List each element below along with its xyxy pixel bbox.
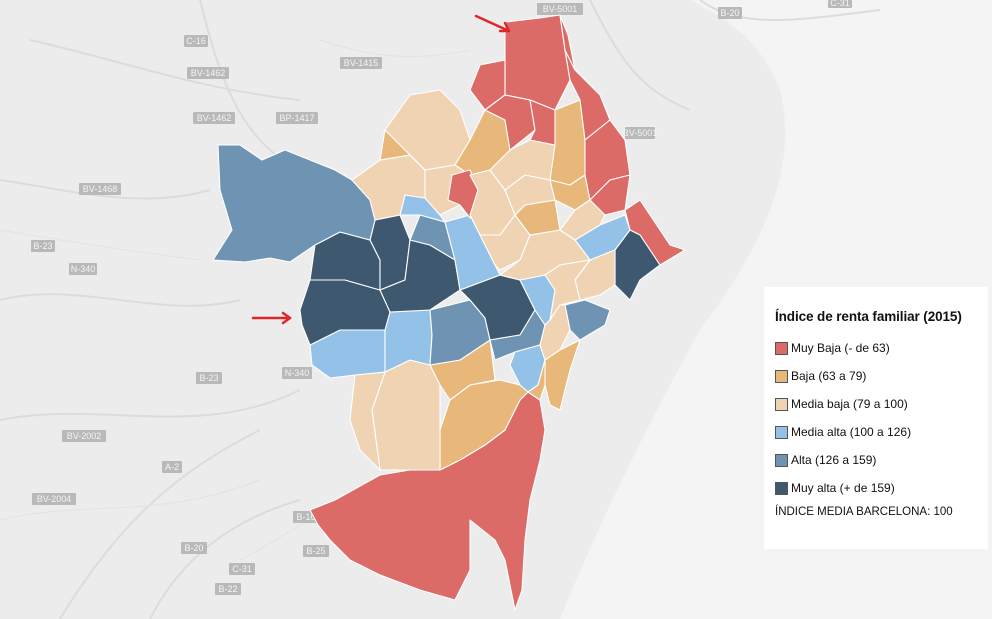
- road-label: BV-1415: [340, 57, 382, 69]
- road-label: B-25: [303, 545, 329, 557]
- legend-item-media-baja: Media baja (79 a 100): [775, 394, 988, 414]
- svg-text:B-22: B-22: [218, 584, 237, 594]
- legend-swatch: [775, 397, 788, 411]
- road-label: C-31: [229, 563, 255, 575]
- svg-text:B-23: B-23: [199, 373, 218, 383]
- svg-text:B-10: B-10: [296, 512, 315, 522]
- neighborhood-diagonal-mar[interactable]: [614, 229, 661, 301]
- red-arrow-icon: [251, 311, 292, 325]
- svg-text:A-2: A-2: [165, 462, 179, 472]
- legend-swatch: [775, 481, 788, 495]
- svg-text:BV-2002: BV-2002: [67, 431, 102, 441]
- svg-text:BV-1462: BV-1462: [197, 113, 232, 123]
- legend-label: Baja (63 a 79): [791, 369, 867, 383]
- neighborhood-vila-olimpica[interactable]: [564, 299, 611, 341]
- road-label: BP-1417: [276, 112, 318, 124]
- legend-note: ÍNDICE MEDIA BARCELONA: 100: [775, 506, 953, 518]
- legend-label: Alta (126 a 159): [791, 453, 877, 467]
- road-label: B-23: [196, 372, 222, 384]
- neighborhood-barceloneta[interactable]: [544, 339, 581, 411]
- road-label: N-340: [69, 263, 97, 275]
- legend-title: Índice de renta familiar (2015): [775, 309, 962, 324]
- legend-item-muy-alta: Muy alta (+ de 159): [775, 478, 988, 498]
- road-label: C-16: [184, 35, 208, 47]
- legend-label: Muy Baja (- de 63): [791, 341, 890, 355]
- neighborhood-trinitat-nova[interactable]: [559, 14, 576, 71]
- road-label: BV-1462: [193, 112, 235, 124]
- svg-text:B-20: B-20: [720, 8, 739, 18]
- neighborhood-horta[interactable]: [379, 129, 426, 171]
- legend-label: Media alta (100 a 126): [791, 425, 912, 439]
- neighborhood-baro-viver[interactable]: [589, 174, 631, 216]
- svg-text:N-340: N-340: [285, 368, 310, 378]
- legend-item-baja: Baja (63 a 79): [775, 366, 988, 386]
- svg-text:B-25: B-25: [306, 546, 325, 556]
- road-label: BV-1462: [187, 67, 229, 79]
- legend-label: Media baja (79 a 100): [791, 397, 908, 411]
- road-label: BV-5001: [537, 3, 583, 15]
- neighborhood-llacuna[interactable]: [544, 259, 591, 321]
- legend-item-alta: Alta (126 a 159): [775, 450, 988, 470]
- red-arrow-icon: [474, 14, 511, 33]
- road-label: BV-2002: [62, 430, 106, 442]
- legend-item-media-alta: Media alta (100 a 126): [775, 422, 988, 442]
- road-label: B-23: [31, 240, 55, 252]
- road-label: A-2: [162, 461, 182, 473]
- legend: Índice de renta familiar (2015) Muy Baja…: [764, 287, 988, 549]
- legend-swatch: [775, 341, 788, 355]
- road-label: BV-2004: [32, 493, 76, 505]
- neighborhood-raval[interactable]: [527, 359, 546, 401]
- road-label: C-31: [828, 0, 852, 8]
- road-label: B-20: [718, 7, 742, 19]
- svg-text:BV-5001: BV-5001: [623, 128, 658, 138]
- road-label: B-20: [181, 542, 207, 554]
- svg-text:C-31: C-31: [830, 0, 850, 8]
- svg-text:BV-5001: BV-5001: [543, 4, 578, 14]
- legend-swatch: [775, 425, 788, 439]
- neighborhood-ciutat-meridiana[interactable]: [504, 14, 571, 111]
- svg-text:N-340: N-340: [71, 264, 96, 274]
- svg-text:BV-1468: BV-1468: [83, 184, 118, 194]
- road-label: BV-5001: [623, 127, 658, 139]
- legend-swatch: [775, 369, 788, 383]
- legend-item-muy-baja: Muy Baja (- de 63): [775, 338, 988, 358]
- legend-swatch: [775, 453, 788, 467]
- svg-text:BV-1415: BV-1415: [344, 58, 379, 68]
- svg-text:C-31: C-31: [232, 564, 252, 574]
- svg-text:C-16: C-16: [186, 36, 206, 46]
- legend-label: Muy alta (+ de 159): [791, 481, 895, 495]
- road-label: B-22: [215, 583, 241, 595]
- choropleth: [212, 14, 686, 611]
- svg-text:BV-1462: BV-1462: [191, 68, 226, 78]
- svg-text:B-23: B-23: [33, 241, 52, 251]
- neighborhood-verdun[interactable]: [529, 99, 556, 146]
- road-label: BV-1468: [79, 183, 121, 195]
- road-label: N-340: [282, 367, 312, 379]
- svg-text:BV-2004: BV-2004: [37, 494, 72, 504]
- svg-text:BP-1417: BP-1417: [279, 113, 314, 123]
- neighborhood-can-baro[interactable]: [447, 169, 479, 219]
- svg-text:B-20: B-20: [184, 543, 203, 553]
